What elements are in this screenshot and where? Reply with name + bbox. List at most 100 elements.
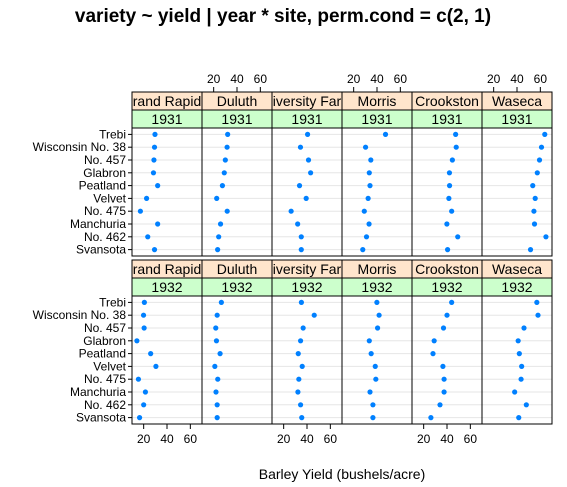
data-point — [223, 157, 228, 162]
x-tick-label: 20 — [207, 72, 221, 86]
data-point — [301, 325, 306, 330]
site-strip-label: Morris — [358, 93, 397, 109]
site-strip-label: Waseca — [492, 261, 542, 277]
data-point — [542, 132, 547, 137]
data-point — [534, 300, 539, 305]
year-strip-label: 1931 — [291, 111, 322, 127]
data-point — [134, 338, 139, 343]
data-point — [445, 247, 450, 252]
data-point — [512, 389, 517, 394]
data-point — [153, 364, 158, 369]
data-point — [299, 234, 304, 239]
x-tick-label: 60 — [324, 432, 338, 446]
x-tick-label: 60 — [254, 72, 268, 86]
site-strip-label: rand Rapid — [133, 93, 202, 109]
site-strip-label: Morris — [358, 261, 397, 277]
plot-area: rand Rapid 1931 Duluth 1931 iversity Far 1931… — [33, 72, 552, 446]
data-point — [141, 313, 146, 318]
year-strip-label: 1931 — [431, 111, 462, 127]
x-tick-label: 40 — [160, 432, 174, 446]
data-point — [528, 247, 533, 252]
x-tick-label: 40 — [440, 432, 454, 446]
data-point — [370, 415, 375, 420]
data-point — [214, 338, 219, 343]
data-point — [430, 351, 435, 356]
data-point — [308, 170, 313, 175]
x-tick-label: 40 — [510, 72, 524, 86]
data-point — [296, 377, 301, 382]
data-point — [370, 402, 375, 407]
x-tick-label: 20 — [277, 432, 291, 446]
data-point — [214, 196, 219, 201]
data-point — [215, 402, 220, 407]
data-point — [360, 247, 365, 252]
data-point — [517, 351, 522, 356]
variety-label: Svansota — [76, 411, 126, 425]
data-point — [137, 415, 142, 420]
data-point — [212, 364, 217, 369]
data-point — [446, 196, 451, 201]
x-tick-label: 60 — [464, 432, 478, 446]
x-tick-label: 60 — [184, 432, 198, 446]
x-tick-label: 40 — [230, 72, 244, 86]
data-point — [304, 196, 309, 201]
data-point — [454, 145, 459, 150]
data-point — [524, 402, 529, 407]
data-point — [375, 325, 380, 330]
x-tick-label: 20 — [417, 432, 431, 446]
data-point — [366, 221, 371, 226]
data-point — [224, 145, 229, 150]
data-point — [144, 196, 149, 201]
data-point — [152, 247, 157, 252]
data-point — [213, 389, 218, 394]
data-point — [432, 338, 437, 343]
data-point — [518, 377, 523, 382]
data-point — [299, 247, 304, 252]
data-point — [532, 221, 537, 226]
data-point — [305, 132, 310, 137]
data-point — [215, 313, 220, 318]
year-strip-label: 1932 — [151, 279, 182, 295]
year-strip-label: 1932 — [501, 279, 532, 295]
x-tick-label: 60 — [534, 72, 548, 86]
variety-label: Svansota — [76, 243, 126, 257]
data-point — [289, 209, 294, 214]
data-point — [444, 313, 449, 318]
data-point — [215, 377, 220, 382]
data-point — [444, 221, 449, 226]
site-strip-label: rand Rapid — [133, 261, 202, 277]
data-point — [298, 145, 303, 150]
data-point — [218, 221, 223, 226]
data-point — [296, 351, 301, 356]
data-point — [152, 145, 157, 150]
data-point — [217, 351, 222, 356]
data-point — [449, 300, 454, 305]
x-tick-label: 20 — [347, 72, 361, 86]
data-point — [295, 389, 300, 394]
site-strip-label: Waseca — [492, 93, 542, 109]
data-point — [155, 183, 160, 188]
data-point — [441, 325, 446, 330]
data-point — [367, 389, 372, 394]
data-point — [535, 170, 540, 175]
data-point — [216, 234, 221, 239]
x-tick-label: 20 — [487, 72, 501, 86]
year-strip-label: 1931 — [361, 111, 392, 127]
data-point — [136, 377, 141, 382]
data-point — [543, 234, 548, 239]
data-point — [148, 351, 153, 356]
data-point — [312, 313, 317, 318]
data-point — [141, 402, 146, 407]
data-point — [300, 364, 305, 369]
x-axis-label: Barley Yield (bushels/acre) — [259, 466, 426, 482]
data-point — [225, 132, 230, 137]
x-tick-label: 60 — [394, 72, 408, 86]
data-point — [299, 300, 304, 305]
data-point — [521, 325, 526, 330]
data-point — [295, 221, 300, 226]
data-point — [428, 415, 433, 420]
year-strip-label: 1931 — [221, 111, 252, 127]
data-point — [151, 157, 156, 162]
data-point — [143, 389, 148, 394]
x-tick-label: 40 — [300, 432, 314, 446]
